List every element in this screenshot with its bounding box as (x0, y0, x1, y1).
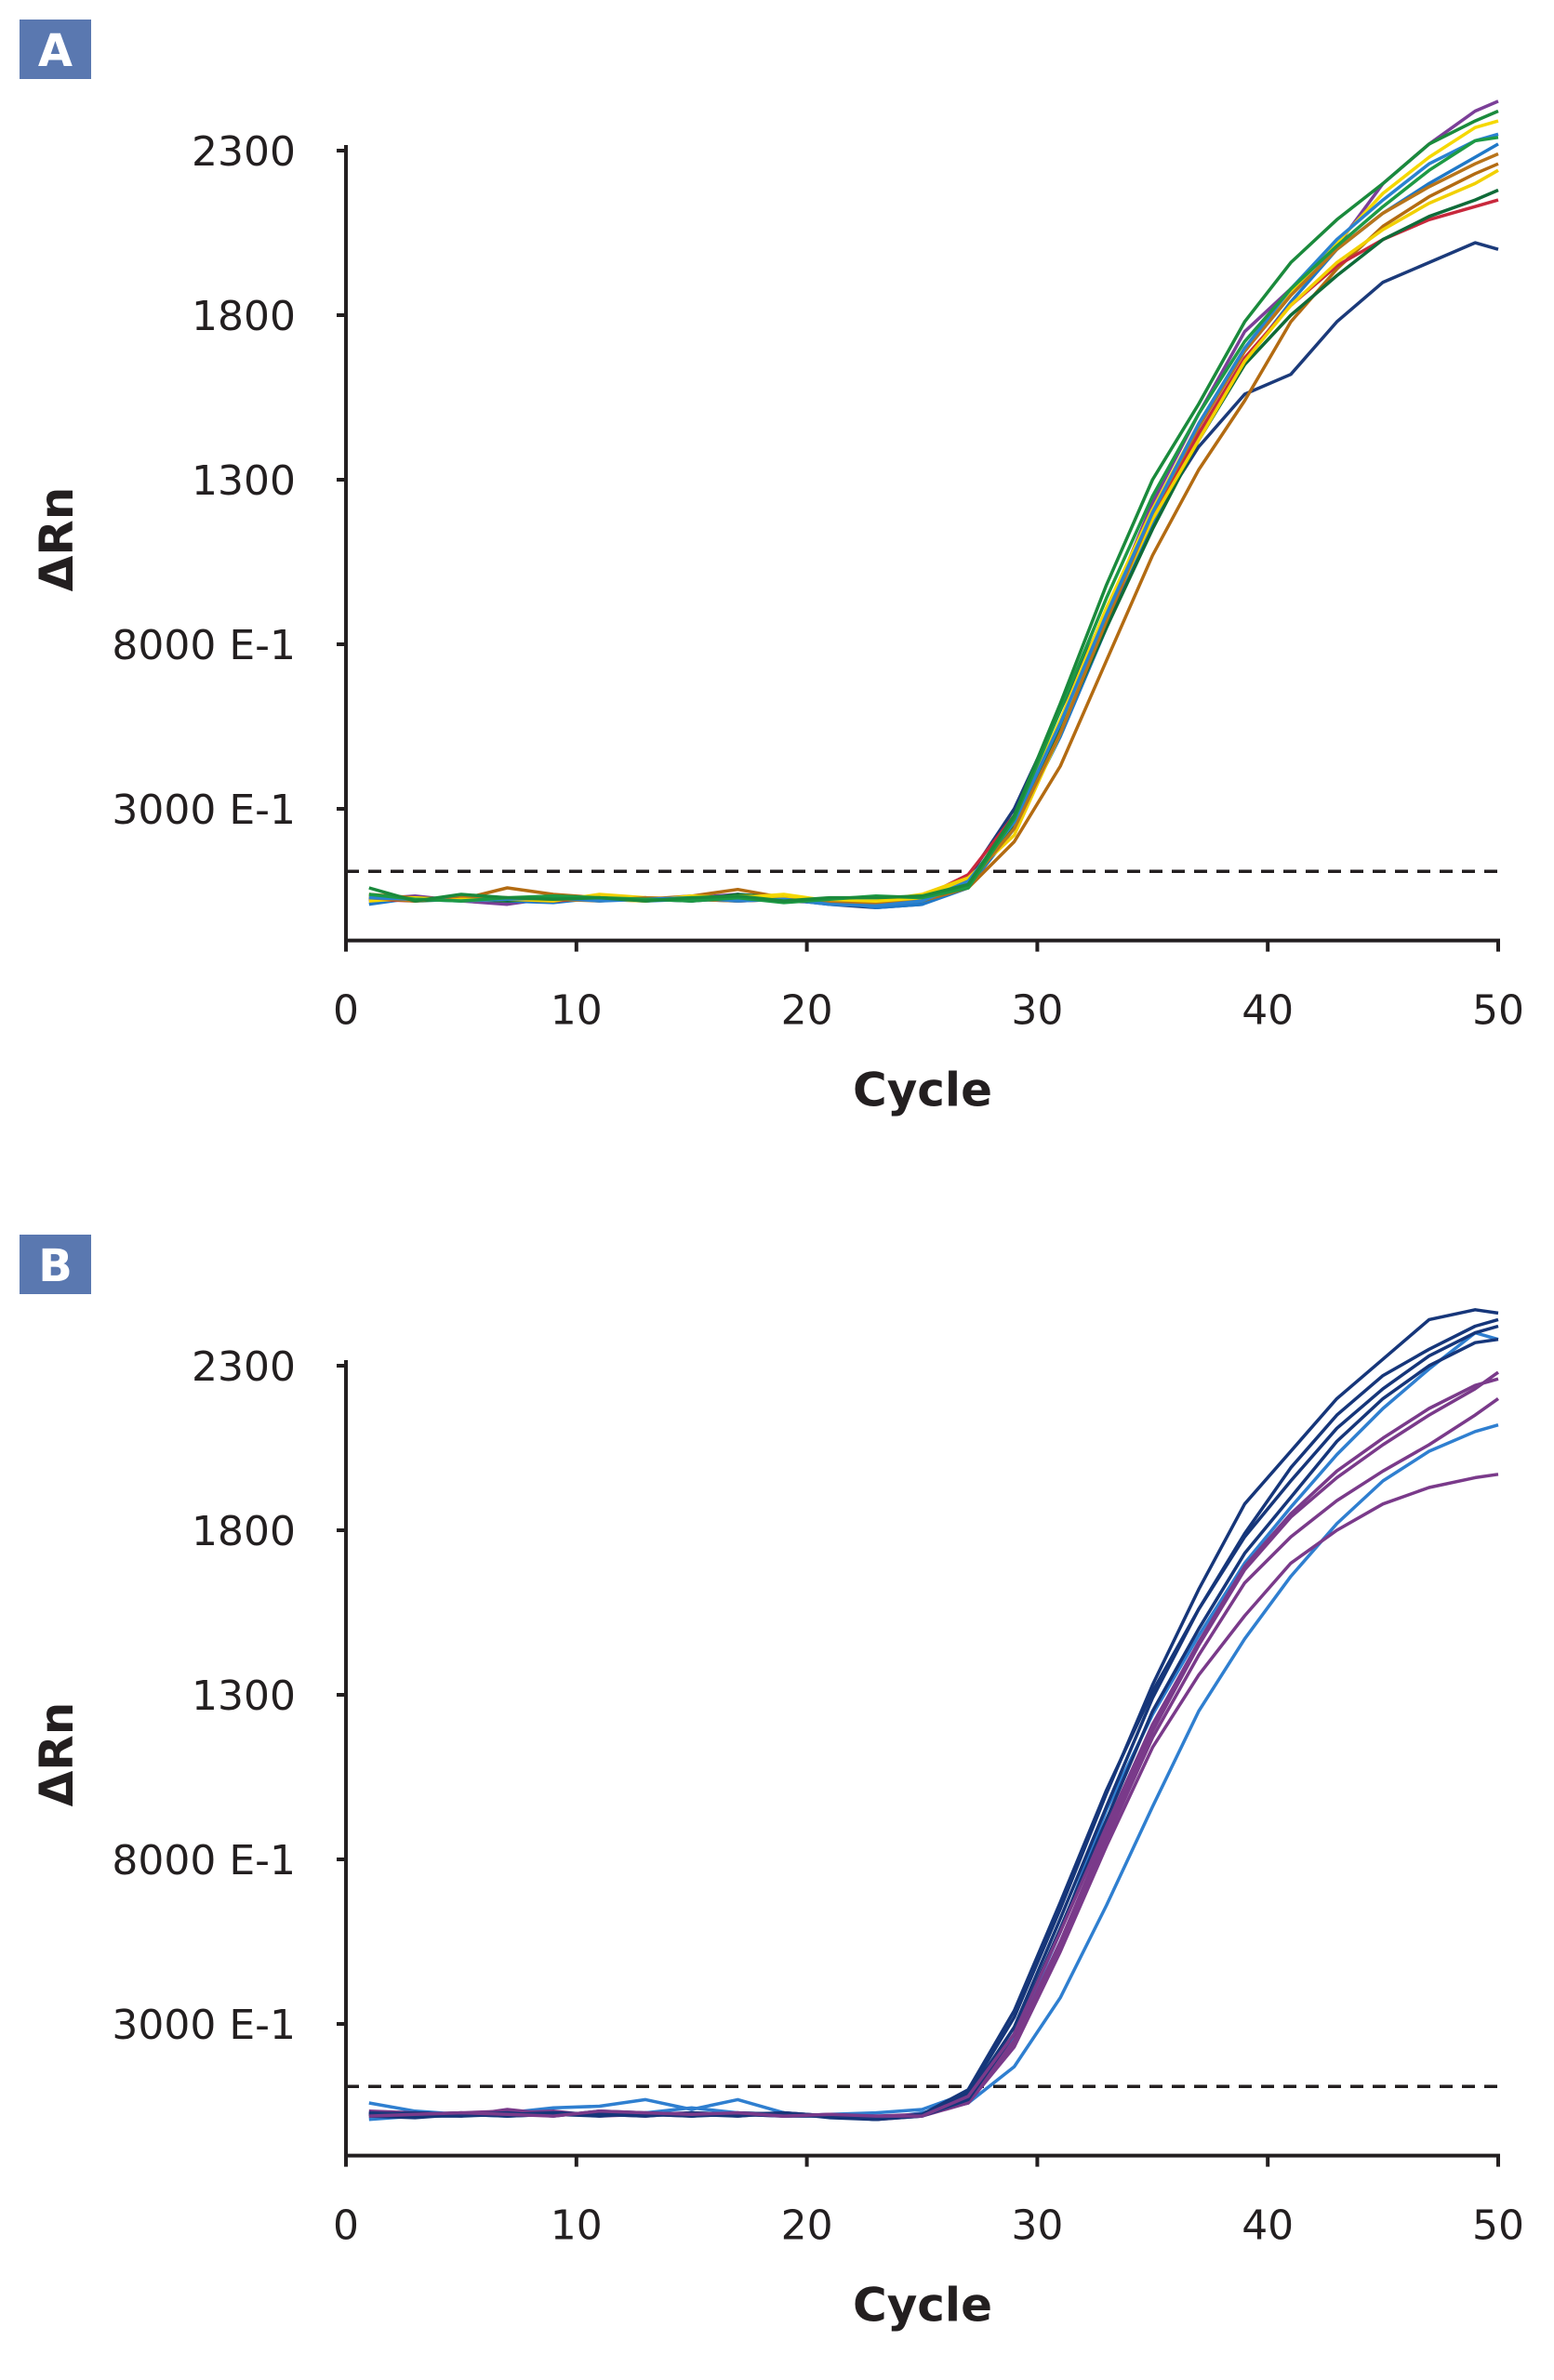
y-tick-label: 3000 E-1 (112, 787, 296, 834)
panel-label-box (20, 20, 91, 79)
panel-label-box (20, 1235, 91, 1294)
series-line-purple-3 (368, 1396, 1500, 2120)
series-line-yellow-2 (368, 119, 1499, 905)
y-tick-label: 1300 (192, 457, 296, 505)
x-axis-title: Cycle (853, 1064, 992, 1117)
x-axis-title: Cycle (853, 2279, 992, 2333)
series-line-brown (368, 162, 1499, 906)
y-tick-label: 1800 (192, 293, 296, 340)
panel-b: B 3000 E-1 8000 E-1 1300 1800 2300 0 10 20 30 40 50… (20, 1235, 1524, 2333)
series-line-purple-1 (368, 1473, 1499, 2122)
series-line-navy-3 (368, 1337, 1499, 2122)
y-tick-label: 8000 E-1 (112, 1837, 296, 1884)
series-line-red (368, 198, 1499, 905)
x-tick-label: 30 (1011, 987, 1063, 1035)
series-line-dark-green (368, 188, 1499, 906)
series-line-brown-2 (368, 152, 1499, 906)
series-line-navy-1 (368, 1308, 1499, 2122)
x-tick-label: 40 (1242, 987, 1294, 1035)
series-line-green (368, 109, 1499, 903)
x-tick-label: 50 (1472, 987, 1524, 1035)
x-tick-label: 10 (551, 2202, 603, 2250)
y-tick-label: 2300 (192, 128, 296, 176)
y-tick-label: 1800 (192, 1508, 296, 1555)
panel-a: A 3000 E-1 8000 E-1 1300 1800 2300 0 10 20 30 40 50… (20, 20, 1524, 1117)
x-tick-label: 0 (333, 2202, 359, 2250)
x-tick-label: 20 (781, 987, 833, 1035)
series-line-purple-2 (368, 1370, 1500, 2118)
y-axis-title: ΔRn (30, 1702, 84, 1807)
series-line-blue-2 (368, 132, 1499, 908)
y-axis-title: ΔRn (30, 487, 84, 592)
x-tick-label: 30 (1011, 2202, 1063, 2250)
x-tick-label: 50 (1472, 2202, 1524, 2250)
series-line-green-2 (368, 136, 1499, 905)
panel-label: B (38, 1240, 73, 1292)
series-line-purple (368, 99, 1499, 908)
y-tick-label: 3000 E-1 (112, 2002, 296, 2049)
series-line-purple-4 (368, 1377, 1499, 2118)
x-tick-label: 10 (551, 987, 603, 1035)
x-tick-label: 40 (1242, 2202, 1294, 2250)
x-tick-label: 0 (333, 987, 359, 1035)
x-tick-label: 20 (781, 2202, 833, 2250)
y-tick-label: 8000 E-1 (112, 622, 296, 669)
panel-label: A (38, 25, 73, 77)
series-line-navy-4 (368, 1324, 1499, 2122)
series-line-navy (368, 241, 1499, 909)
series-line-blue-1 (368, 1423, 1499, 2122)
y-tick-label: 2300 (192, 1343, 296, 1391)
y-tick-label: 1300 (192, 1673, 296, 1720)
